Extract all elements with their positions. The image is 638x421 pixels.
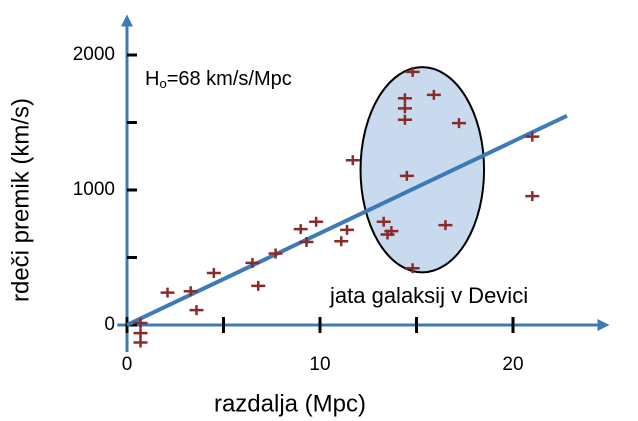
point: [384, 226, 399, 237]
point: [397, 93, 412, 104]
y-tick-label: 1000: [73, 179, 115, 200]
point: [268, 248, 283, 259]
point: [397, 114, 412, 125]
point: [189, 305, 204, 316]
x-tick-label: 20: [502, 354, 523, 375]
x-axis-label: razdalja (Mpc): [214, 390, 366, 417]
fit-line: [126, 113, 568, 327]
point: [405, 263, 420, 274]
point: [340, 224, 355, 235]
point: [405, 66, 420, 77]
point: [426, 89, 441, 100]
point: [397, 103, 412, 114]
point: [451, 118, 466, 129]
cluster-ellipse: [359, 66, 486, 274]
point: [133, 328, 148, 339]
point: [245, 257, 260, 268]
point: [299, 236, 314, 247]
point: [345, 155, 360, 166]
point: [525, 131, 540, 142]
point: [133, 337, 148, 348]
x-axis-arrow: [597, 319, 610, 331]
y-axis-label: rdeči premik (km/s): [7, 98, 34, 302]
point: [133, 317, 148, 328]
point: [206, 268, 221, 279]
point: [309, 216, 324, 227]
x-tick-label: 10: [309, 354, 330, 375]
point: [183, 286, 198, 297]
point: [376, 216, 391, 227]
point: [525, 191, 540, 202]
annotation-sub: o: [159, 76, 166, 91]
point: [334, 236, 349, 247]
y-tick-label: 0: [104, 314, 115, 335]
annotation-h: H: [145, 68, 159, 90]
x-tick-label: 0: [122, 354, 133, 375]
y-axis-arrow: [121, 14, 133, 27]
point: [251, 280, 266, 291]
y-tick-label: 2000: [73, 44, 115, 65]
point: [438, 220, 453, 231]
point: [160, 287, 175, 298]
cluster-label: jata galaksij v Devici: [329, 283, 528, 308]
annotation: Ho=68 km/s/Mpc: [145, 68, 292, 91]
point: [293, 224, 308, 235]
point: [399, 170, 414, 181]
annotation-rest: =68 km/s/Mpc: [167, 68, 292, 90]
